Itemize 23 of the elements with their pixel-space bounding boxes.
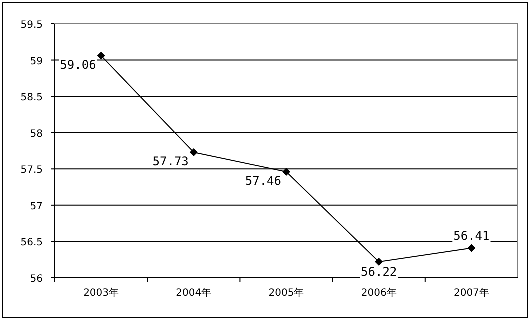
x-tick-label: 2005年	[268, 287, 304, 299]
point	[97, 52, 106, 60]
x-tick-label: 2006年	[361, 287, 397, 299]
point	[375, 258, 384, 266]
y-tick-label: 58.5	[20, 92, 43, 104]
point	[190, 148, 198, 156]
data-label: 56.22	[361, 265, 398, 280]
data-label: 57.73	[152, 154, 189, 168]
y-tick-label: 56	[30, 274, 43, 285]
y-tick-label: 58	[30, 128, 43, 140]
x-tick-label: 2004年	[176, 287, 212, 299]
x-tick-label: 2007年	[454, 287, 490, 299]
data-label: 57.46	[245, 174, 282, 188]
data-label: 56.41	[454, 229, 490, 244]
data-label: 59.06	[60, 58, 96, 72]
y-tick-label: 57	[30, 201, 43, 212]
x-tick-label: 2003年	[84, 287, 120, 299]
y-tick-label: 59	[30, 56, 43, 68]
y-tick-label: 57.5	[20, 165, 43, 176]
point	[468, 244, 476, 252]
point	[282, 168, 290, 176]
y-tick-label: 59.5	[20, 20, 43, 31]
y-tick-label: 56.5	[20, 238, 43, 249]
